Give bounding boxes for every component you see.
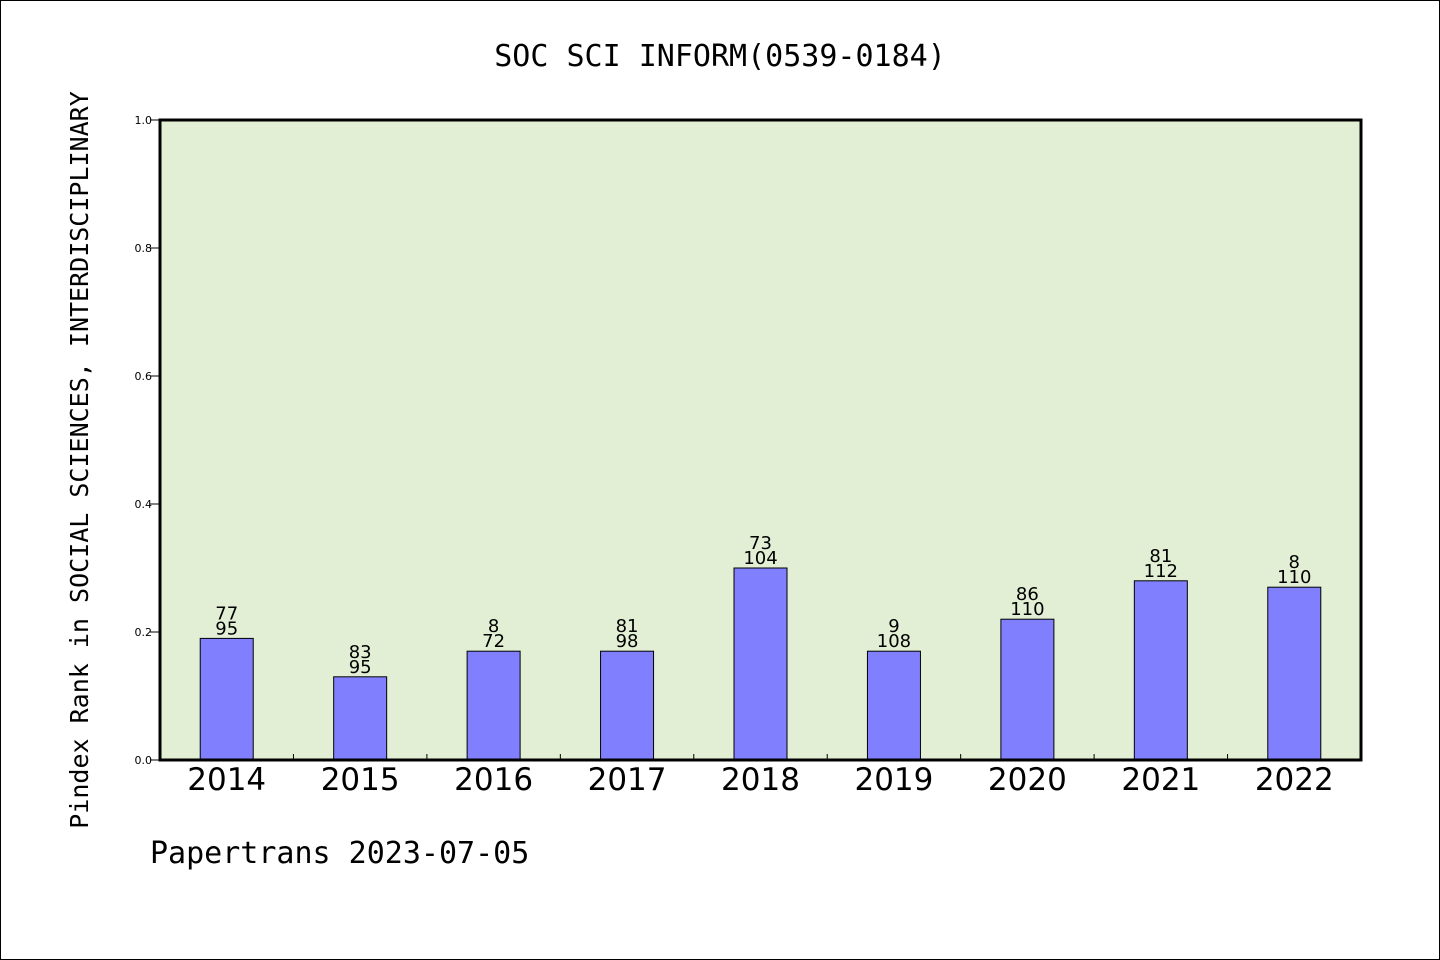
bar-label-top: 8 [1289, 552, 1300, 573]
y-tick-label: 0.6 [135, 370, 153, 383]
y-tick-label: 1.0 [135, 114, 153, 127]
x-tick-label: 2019 [854, 762, 933, 798]
x-tick-label: 2014 [187, 762, 266, 798]
bar-label-top: 77 [215, 603, 238, 624]
footer-text: Papertrans 2023-07-05 [150, 836, 529, 871]
x-tick-label: 2020 [988, 762, 1067, 798]
x-tick-label: 2016 [454, 762, 533, 798]
bar-label-bottom: 112 [1144, 561, 1178, 582]
bar [199, 637, 254, 761]
chart-title: SOC SCI INFORM(0539-0184) [494, 39, 946, 74]
x-axis: 2014 2015 2016 2017 2018 2019 2020 2021 2022 [187, 754, 1334, 798]
bar-label-bottom: 95 [349, 657, 372, 678]
plot-border [158, 118, 1363, 762]
bar [1000, 618, 1055, 761]
bar-label-bottom: 98 [616, 631, 639, 652]
bar-label-bottom: 110 [1277, 567, 1311, 588]
bars-group [199, 567, 1322, 761]
bar-label-top: 86 [1016, 584, 1039, 605]
bar [1267, 586, 1322, 761]
bar-label-top: 81 [1149, 546, 1172, 567]
bar-label-top: 81 [616, 616, 639, 637]
x-tick-label: 2018 [721, 762, 800, 798]
y-tick-label: 0.8 [135, 242, 153, 255]
bar-label-bottom: 72 [482, 631, 505, 652]
bar-label-bottom: 104 [743, 548, 777, 569]
x-tick-label: 2021 [1121, 762, 1200, 798]
y-tick-label: 0.4 [135, 498, 153, 511]
bar-label-top: 83 [349, 642, 372, 663]
y-tick-label: 0.0 [135, 754, 153, 767]
bar-label-bottom: 110 [1010, 599, 1044, 620]
bar [333, 676, 388, 761]
x-tick-label: 2022 [1255, 762, 1334, 798]
bar-label-top: 73 [749, 533, 772, 554]
bar [600, 650, 655, 761]
bar [866, 650, 921, 761]
bar [1133, 580, 1188, 761]
bar [733, 567, 788, 761]
bar-label-top: 8 [488, 616, 499, 637]
x-tick-label: 2015 [321, 762, 400, 798]
bar-label-top: 9 [888, 616, 899, 637]
y-tick-label: 0.2 [135, 626, 153, 639]
y-axis-label: Pindex Rank in SOCIAL SCIENCES, INTERDIS… [65, 91, 94, 829]
y-axis: 0.0 0.2 0.4 0.6 0.8 1.0 [135, 114, 160, 767]
bar [466, 650, 521, 761]
x-tick-label: 2017 [588, 762, 667, 798]
bar-label-bottom: 108 [877, 631, 911, 652]
bar-label-bottom: 95 [215, 618, 238, 639]
